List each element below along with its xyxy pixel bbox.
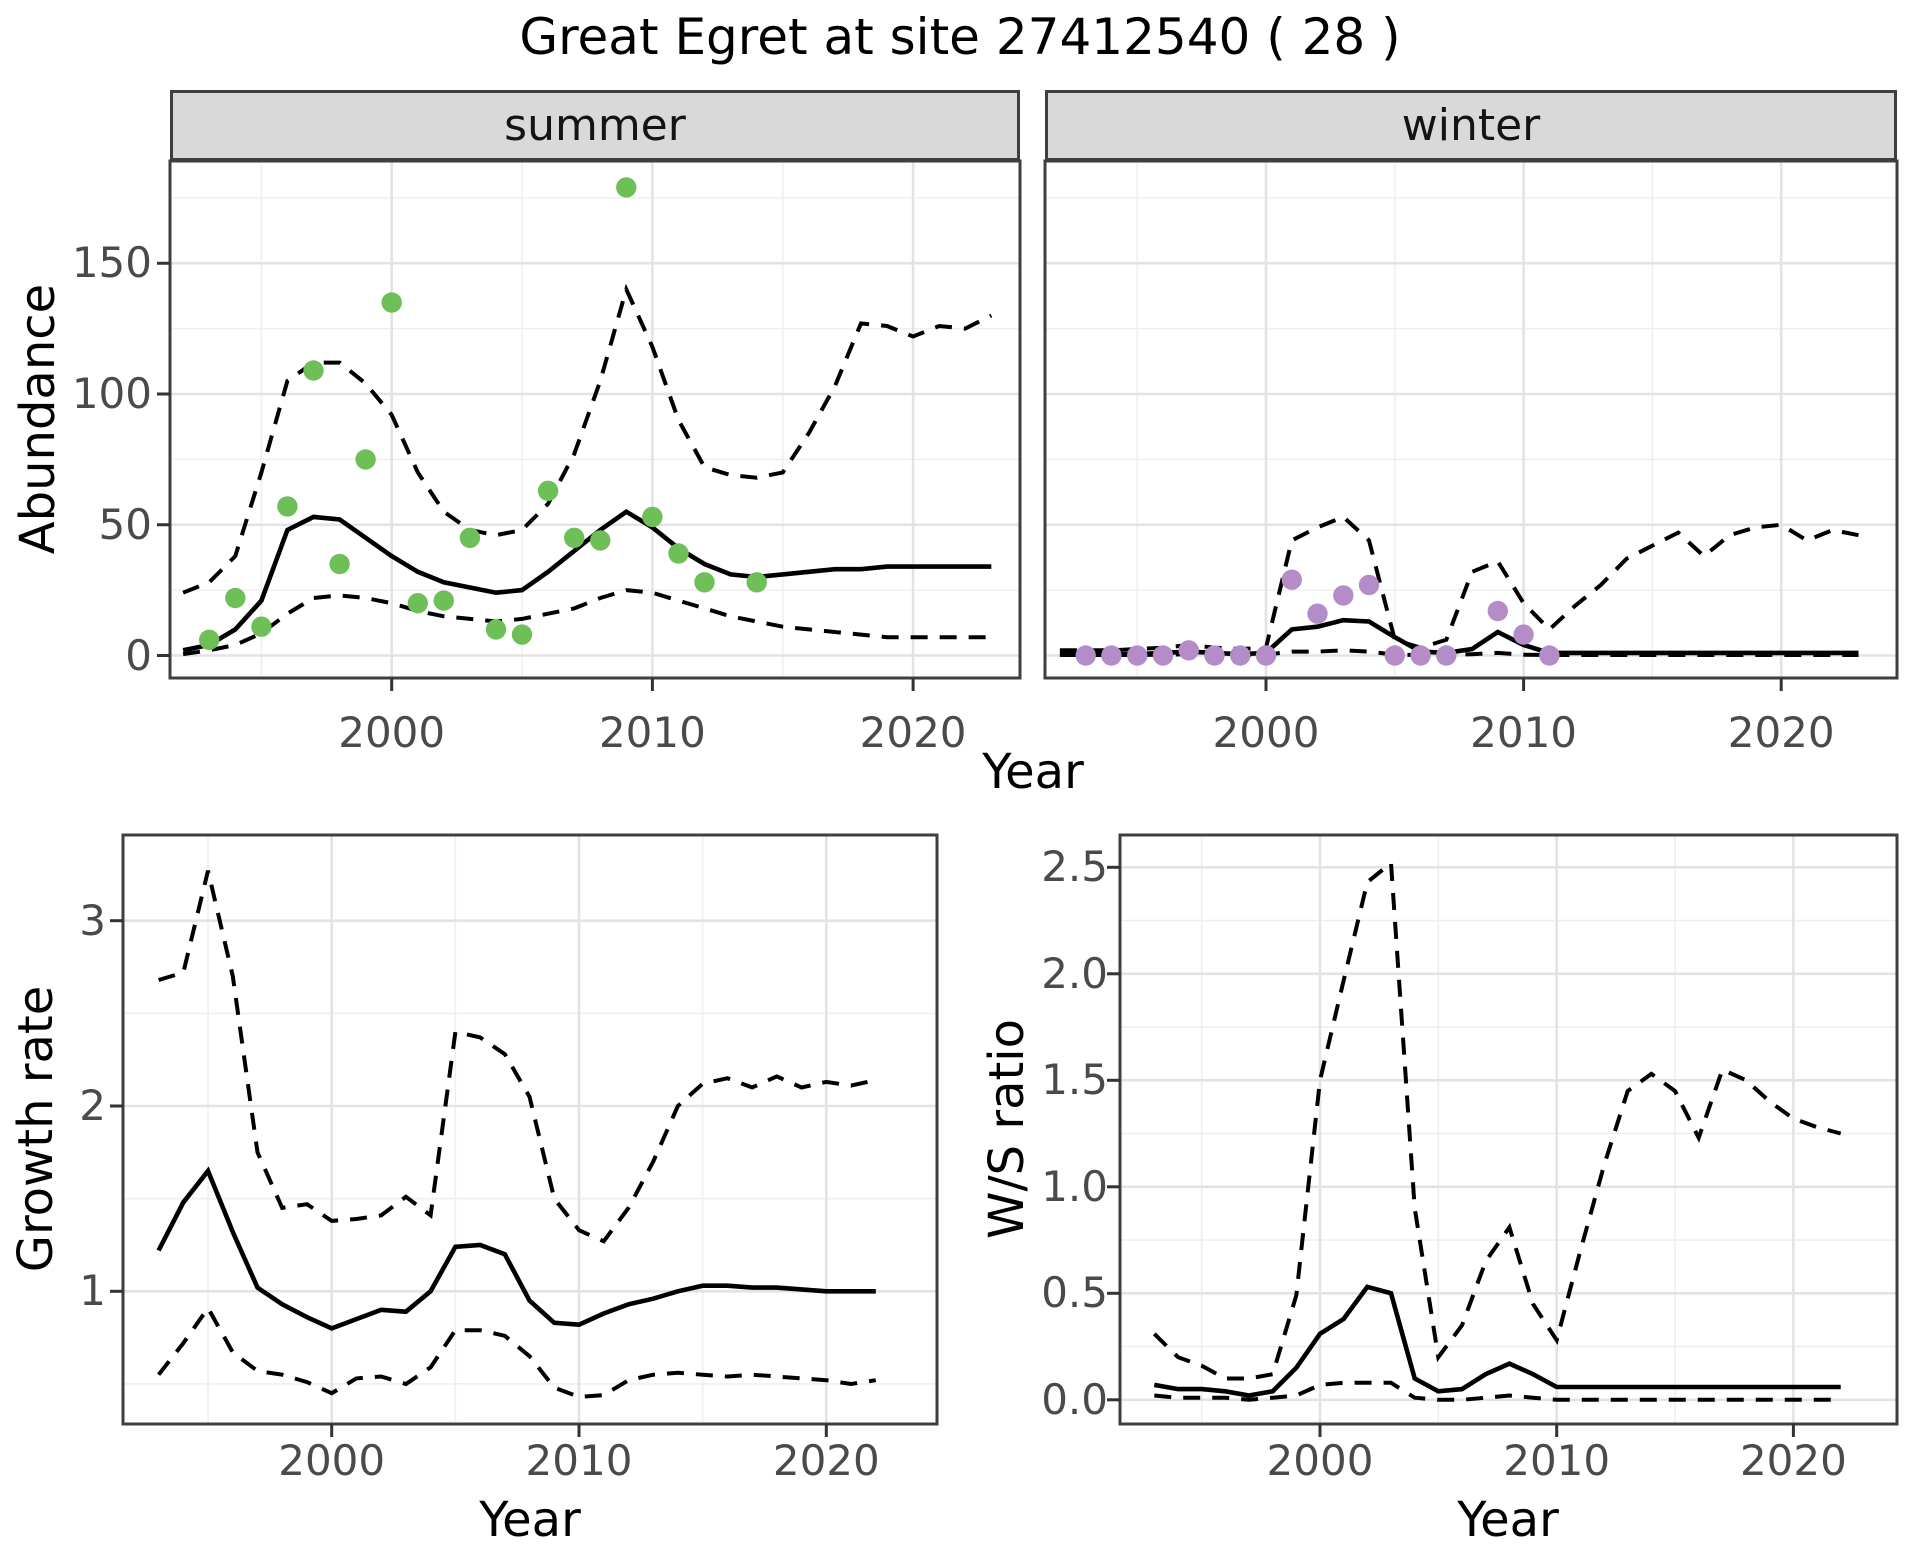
data-point <box>1230 645 1251 666</box>
axis-tick-label: 2010 <box>598 708 706 757</box>
data-point <box>511 624 533 645</box>
data-point <box>199 629 220 650</box>
axis-tick-label: 2010 <box>1470 708 1578 757</box>
data-point <box>485 619 507 640</box>
axis-tick-label: 2020 <box>772 1436 880 1485</box>
data-point <box>1513 624 1534 645</box>
data-point <box>590 530 611 551</box>
data-point <box>329 553 350 575</box>
data-point <box>1487 600 1509 622</box>
page-title: Great Egret at site 27412540 ( 28 ) <box>519 8 1401 66</box>
data-point <box>1101 645 1122 666</box>
growth-rate-axis-title: Growth rate <box>8 985 64 1273</box>
ci-upper-line <box>1059 514 1859 653</box>
year-axis-title-ws: Year <box>1457 1492 1559 1548</box>
data-point <box>642 506 663 528</box>
panel-border <box>121 833 939 1426</box>
data-point <box>355 449 376 470</box>
axis-tick-label: 1.5 <box>1041 1055 1108 1105</box>
data-point <box>1384 645 1406 666</box>
data-point <box>277 496 298 517</box>
facet-strip-summer: summer <box>170 90 1020 161</box>
data-point <box>616 177 637 198</box>
axis-tick-label: 2 <box>79 1081 106 1130</box>
year-axis-title-top: Year <box>982 744 1084 800</box>
axis-tick-label: 2.0 <box>1041 948 1108 998</box>
axis-tick-label: 2020 <box>859 708 967 757</box>
data-point <box>1410 645 1431 666</box>
axis-tick-label: 2020 <box>1739 1436 1847 1485</box>
data-point <box>381 292 402 313</box>
ci-lower-line <box>1154 1380 1841 1402</box>
ci-upper-line <box>182 283 993 595</box>
panel-border <box>1043 159 1899 680</box>
ci-lower-line <box>157 1304 877 1399</box>
data-point <box>251 616 272 637</box>
axis-tick-label: 50 <box>98 499 152 549</box>
data-point <box>1281 569 1303 590</box>
axis-tick-label: 150 <box>71 238 152 288</box>
axis-tick-label: 0.0 <box>1041 1374 1108 1424</box>
ci-upper-line <box>158 870 877 1244</box>
data-point <box>433 590 454 611</box>
data-point <box>746 572 767 593</box>
data-point <box>1127 645 1148 666</box>
ci-upper-line <box>1152 859 1842 1381</box>
axis-tick-label: 2000 <box>1212 708 1320 757</box>
axis-tick-label: 1 <box>79 1266 106 1316</box>
facet-strip-summer-label: summer <box>504 100 686 151</box>
facet-strip-winter-label: winter <box>1401 100 1541 151</box>
axis-tick-label: 100 <box>71 369 152 418</box>
data-point <box>303 360 324 381</box>
data-point <box>694 572 715 593</box>
data-point <box>1178 640 1199 661</box>
axis-tick-label: 0.5 <box>1041 1268 1108 1318</box>
axis-tick-label: 2010 <box>525 1436 633 1485</box>
median-line <box>182 508 992 653</box>
data-point <box>1307 603 1328 624</box>
axis-tick-label: 1.0 <box>1041 1161 1108 1211</box>
axis-tick-label: 2010 <box>1503 1436 1611 1485</box>
data-point <box>459 527 481 548</box>
data-point <box>1204 645 1225 666</box>
median-line <box>156 1166 876 1331</box>
data-point <box>1539 645 1560 666</box>
data-point <box>1358 574 1380 596</box>
panel-border <box>1118 833 1899 1426</box>
data-point <box>1152 645 1174 666</box>
median-line <box>1153 1284 1841 1398</box>
axis-tick-label: 2000 <box>1266 1436 1374 1485</box>
data-point <box>564 527 585 548</box>
data-point <box>1075 645 1096 666</box>
data-point <box>407 593 428 614</box>
data-point <box>1333 585 1354 606</box>
data-point <box>1436 645 1457 666</box>
axis-tick-label: 2.5 <box>1041 842 1108 892</box>
data-point <box>537 480 559 501</box>
panel-border <box>168 159 1022 680</box>
facet-strip-winter: winter <box>1045 90 1897 161</box>
axis-tick-label: 2020 <box>1727 708 1835 757</box>
data-point <box>1255 645 1277 666</box>
data-point <box>225 587 246 609</box>
axis-tick-label: 3 <box>79 895 106 945</box>
axis-tick-label: 2000 <box>338 708 446 757</box>
data-point <box>668 543 689 564</box>
axis-tick-label: 2000 <box>278 1436 386 1485</box>
year-axis-title-growth: Year <box>479 1492 581 1548</box>
axis-tick-label: 0 <box>125 630 152 680</box>
ci-lower-line <box>182 588 992 657</box>
